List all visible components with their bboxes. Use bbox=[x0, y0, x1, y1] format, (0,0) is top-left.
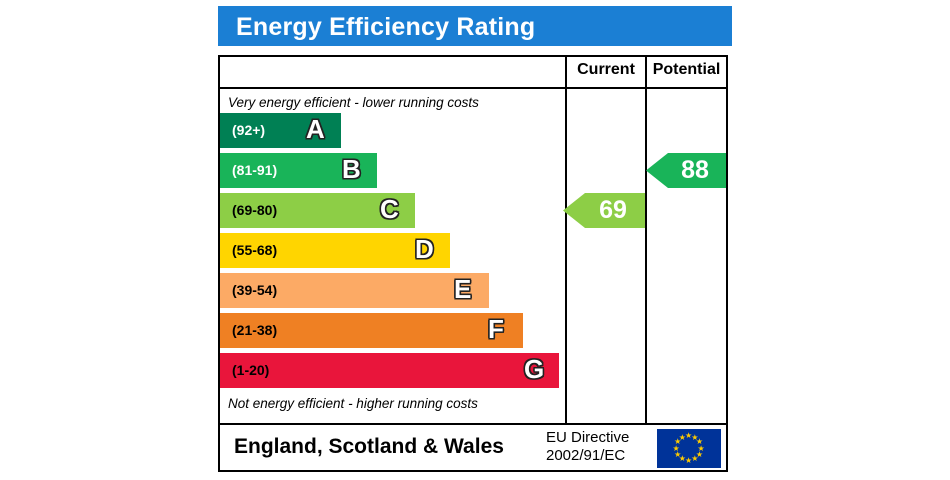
eu-star-icon: ★ bbox=[674, 449, 682, 459]
eu-star-icon: ★ bbox=[685, 431, 693, 440]
potential-rating-arrow: 88 bbox=[646, 153, 726, 188]
eu-star-icon: ★ bbox=[672, 443, 680, 453]
rating-band-c: (69-80) C bbox=[220, 193, 415, 228]
band-letter-e: E bbox=[454, 274, 472, 304]
footer-region-label: England, Scotland & Wales bbox=[234, 435, 504, 458]
rating-band-a: (92+) A bbox=[220, 113, 341, 148]
eu-star-icon: ★ bbox=[674, 437, 682, 447]
directive-line-1: EU Directive bbox=[546, 429, 630, 446]
column-divider-potential bbox=[645, 57, 647, 423]
rating-bands: (92+) A (81-91) B (69-80) C (55-68) D (39-54) E (2… bbox=[220, 113, 565, 393]
potential-rating-value: 88 bbox=[681, 156, 709, 184]
directive-line-2: 2002/91/EC bbox=[546, 447, 626, 464]
eu-star-icon: ★ bbox=[695, 437, 703, 447]
band-letter-g: G bbox=[524, 354, 545, 384]
chart-title-bar: Energy Efficiency Rating bbox=[218, 6, 732, 46]
chart-footer: England, Scotland & Wales EU Directive 2… bbox=[218, 425, 728, 472]
eu-star-icon: ★ bbox=[695, 449, 703, 459]
band-letter-b: B bbox=[342, 154, 361, 184]
band-letter-a: A bbox=[306, 114, 325, 144]
column-header-current: Current bbox=[577, 61, 635, 78]
rating-band-e: (39-54) E bbox=[220, 273, 489, 308]
band-range-f: (21-38) bbox=[232, 322, 278, 338]
column-header-row bbox=[220, 57, 726, 89]
note-bottom: Not energy efficient - higher running co… bbox=[228, 396, 478, 411]
note-top: Very energy efficient - lower running co… bbox=[228, 95, 479, 110]
page-title: Energy Efficiency Rating bbox=[236, 13, 536, 41]
current-rating-arrow: 69 bbox=[563, 193, 645, 228]
chart-table-body: Current Potential Very energy efficient … bbox=[218, 55, 728, 425]
rating-band-d: (55-68) D bbox=[220, 233, 450, 268]
band-letter-d: D bbox=[415, 234, 434, 264]
band-letter-f: F bbox=[488, 314, 504, 344]
column-header-potential: Potential bbox=[652, 61, 721, 78]
band-letter-c: C bbox=[380, 194, 399, 224]
eu-star-icon: ★ bbox=[697, 443, 705, 453]
band-range-c: (69-80) bbox=[232, 202, 278, 218]
eu-star-icon: ★ bbox=[678, 454, 686, 464]
eu-star-icon: ★ bbox=[691, 454, 699, 464]
eu-star-icon: ★ bbox=[691, 432, 699, 442]
rating-band-b: (81-91) B bbox=[220, 153, 377, 188]
column-divider-current bbox=[565, 57, 567, 423]
rating-band-f: (21-38) F bbox=[220, 313, 523, 348]
band-range-b: (81-91) bbox=[232, 162, 278, 178]
band-range-g: (1-20) bbox=[232, 362, 270, 378]
band-range-a: (92+) bbox=[232, 122, 266, 138]
eu-flag-icon: ★ ★ ★ ★ ★ ★ ★ ★ ★ ★ ★ ★ bbox=[657, 429, 721, 468]
eu-star-icon: ★ bbox=[678, 432, 686, 442]
rating-band-g: (1-20) G bbox=[220, 353, 559, 388]
footer-directive-label: EU Directive 2002/91/EC bbox=[546, 429, 629, 465]
band-range-d: (55-68) bbox=[232, 242, 278, 258]
current-rating-value: 69 bbox=[599, 196, 627, 224]
eu-star-icon: ★ bbox=[685, 456, 693, 465]
band-range-e: (39-54) bbox=[232, 282, 278, 298]
energy-efficiency-chart: Energy Efficiency Rating Current Potenti… bbox=[218, 6, 732, 474]
